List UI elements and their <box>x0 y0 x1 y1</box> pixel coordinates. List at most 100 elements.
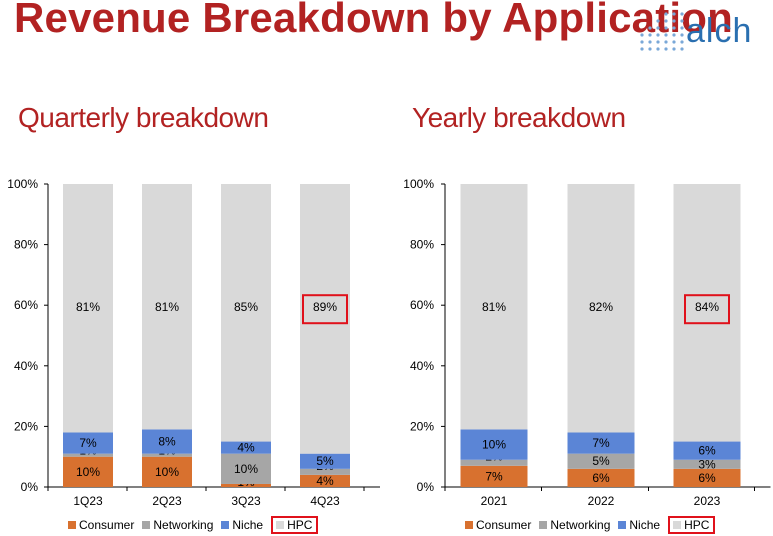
y-tick-label: 80% <box>14 238 38 252</box>
logo-dot <box>672 19 676 23</box>
y-tick-label: 0% <box>417 480 435 494</box>
logo-dot <box>680 40 684 44</box>
data-label-niche: 7% <box>592 436 610 450</box>
logo-dot <box>672 40 676 44</box>
logo-text: alch <box>686 12 753 50</box>
highlight-box <box>684 294 730 325</box>
logo-dot <box>664 33 668 37</box>
legend-item-hpc: HPC <box>668 516 716 534</box>
data-label-hpc: 82% <box>589 300 613 314</box>
legend-item-niche: Niche <box>618 518 660 532</box>
bar-segment-niche-2023 <box>673 441 741 460</box>
bar-segment-consumer-4q23 <box>300 474 350 487</box>
legend-item-networking: Networking <box>142 518 213 532</box>
bar-segment-consumer-2q23 <box>142 456 192 487</box>
legend-swatch <box>276 521 285 529</box>
x-tick-label: 4Q23 <box>310 494 340 508</box>
data-label-hpc: 81% <box>76 300 100 314</box>
bar-segment-networking-2021 <box>460 459 528 466</box>
logo-dot <box>648 40 652 44</box>
data-label-hpc: 81% <box>482 300 506 314</box>
bar-segment-hpc-1q23 <box>63 184 113 433</box>
legend-swatch <box>539 521 548 529</box>
y-tick-label: 100% <box>7 177 38 191</box>
yearly-legend: Consumer Networking Niche HPC <box>465 516 716 534</box>
y-tick-label: 60% <box>14 298 38 312</box>
logo-dot <box>648 47 652 51</box>
data-label-hpc: 81% <box>155 300 179 314</box>
logo-dot <box>664 47 668 51</box>
x-tick-label: 1Q23 <box>73 494 103 508</box>
y-tick-label: 0% <box>21 480 39 494</box>
page-title: Revenue Breakdown by Application <box>14 0 733 41</box>
data-label-niche: 7% <box>79 436 97 450</box>
data-label-consumer: 6% <box>698 471 716 485</box>
data-label-hpc: 84% <box>695 300 719 314</box>
logo-dot <box>680 47 684 51</box>
legend-swatch <box>618 521 627 529</box>
quarterly-subtitle: Quarterly breakdown <box>18 102 269 133</box>
legend-swatch <box>68 521 76 529</box>
bar-segment-niche-2022 <box>567 432 635 454</box>
legend-swatch <box>465 521 473 529</box>
legend-item-networking: Networking <box>539 518 610 532</box>
data-label-niche: 6% <box>698 444 716 458</box>
bar-segment-niche-2021 <box>460 429 528 460</box>
legend-item-hpc: HPC <box>271 516 319 534</box>
y-tick-label: 40% <box>14 359 38 373</box>
yearly-subtitle: Yearly breakdown <box>412 102 626 133</box>
logo-dot <box>640 33 644 37</box>
bar-segment-networking-2022 <box>567 453 635 469</box>
logo-dot <box>672 47 676 51</box>
x-tick-label: 2021 <box>481 494 508 508</box>
legend-item-consumer: Consumer <box>68 518 134 532</box>
logo-dot <box>648 26 652 30</box>
logo-dot <box>680 26 684 30</box>
legend-label: Networking <box>550 518 611 532</box>
bar-segment-hpc-4q23 <box>300 184 350 454</box>
data-label-consumer: 10% <box>155 465 179 479</box>
data-label-networking: 5% <box>592 454 610 468</box>
logo-dot <box>640 47 644 51</box>
legend-label: Niche <box>629 518 661 532</box>
legend-label: HPC <box>287 518 313 532</box>
x-tick-label: 3Q23 <box>231 494 261 508</box>
bar-segment-niche-4q23 <box>300 453 350 469</box>
y-tick-label: 80% <box>410 238 434 252</box>
data-label-niche: 10% <box>482 438 506 452</box>
legend-label: Niche <box>232 518 264 532</box>
bar-segment-networking-4q23 <box>300 468 350 475</box>
logo-dot <box>664 19 668 23</box>
logo-dot-pattern-icon <box>640 12 684 51</box>
logo-dot <box>656 26 660 30</box>
y-tick-label: 100% <box>403 177 434 191</box>
bar-segment-niche-2q23 <box>142 429 192 454</box>
data-label-consumer: 6% <box>592 471 610 485</box>
logo-dot <box>680 19 684 23</box>
data-label-niche: 5% <box>316 454 334 468</box>
bar-segment-niche-1q23 <box>63 432 113 454</box>
legend-item-consumer: Consumer <box>465 518 531 532</box>
logo-dot <box>648 33 652 37</box>
x-tick-label: 2022 <box>588 494 615 508</box>
logo-dot <box>664 26 668 30</box>
bar-segment-networking-2q23 <box>142 453 192 457</box>
x-tick-label: 2023 <box>694 494 721 508</box>
logo-dot <box>656 40 660 44</box>
bar-segment-consumer-3q23 <box>221 483 271 487</box>
legend-label: HPC <box>684 518 710 532</box>
bar-segment-networking-3q23 <box>221 453 271 484</box>
bar-segment-hpc-3q23 <box>221 184 271 442</box>
data-label-consumer: 4% <box>316 474 334 488</box>
y-tick-label: 20% <box>14 419 38 433</box>
bar-segment-niche-3q23 <box>221 441 271 454</box>
y-tick-label: 20% <box>410 419 434 433</box>
data-label-consumer: 10% <box>76 465 100 479</box>
y-tick-label: 60% <box>410 298 434 312</box>
highlight-box <box>302 294 348 325</box>
logo-dot <box>680 33 684 37</box>
bar-segment-consumer-2021 <box>460 465 528 487</box>
bar-segment-networking-2023 <box>673 459 741 469</box>
logo-dot <box>664 40 668 44</box>
